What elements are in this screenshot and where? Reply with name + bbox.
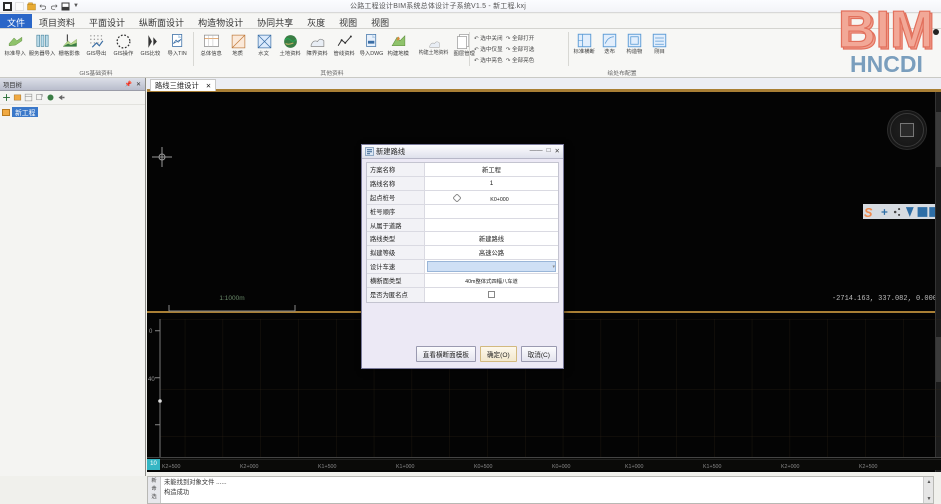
svg-text:S: S: [864, 205, 873, 219]
svg-text:K2+500: K2+500: [859, 464, 877, 470]
svg-text:K1+000: K1+000: [396, 464, 414, 470]
svg-text:K2+000: K2+000: [781, 464, 799, 470]
svg-text:K1+000: K1+000: [625, 464, 643, 470]
svg-text:K2+000: K2+000: [240, 464, 258, 470]
svg-text:K0+000: K0+000: [552, 464, 570, 470]
svg-text:K1+500: K1+500: [703, 464, 721, 470]
svg-text:40: 40: [148, 377, 155, 383]
svg-text:K0+500: K0+500: [474, 464, 492, 470]
svg-text:0: 0: [149, 329, 153, 335]
svg-text:HNCDI: HNCDI: [850, 51, 923, 77]
svg-text:K1+500: K1+500: [318, 464, 336, 470]
svg-text:K2+500: K2+500: [162, 464, 180, 470]
